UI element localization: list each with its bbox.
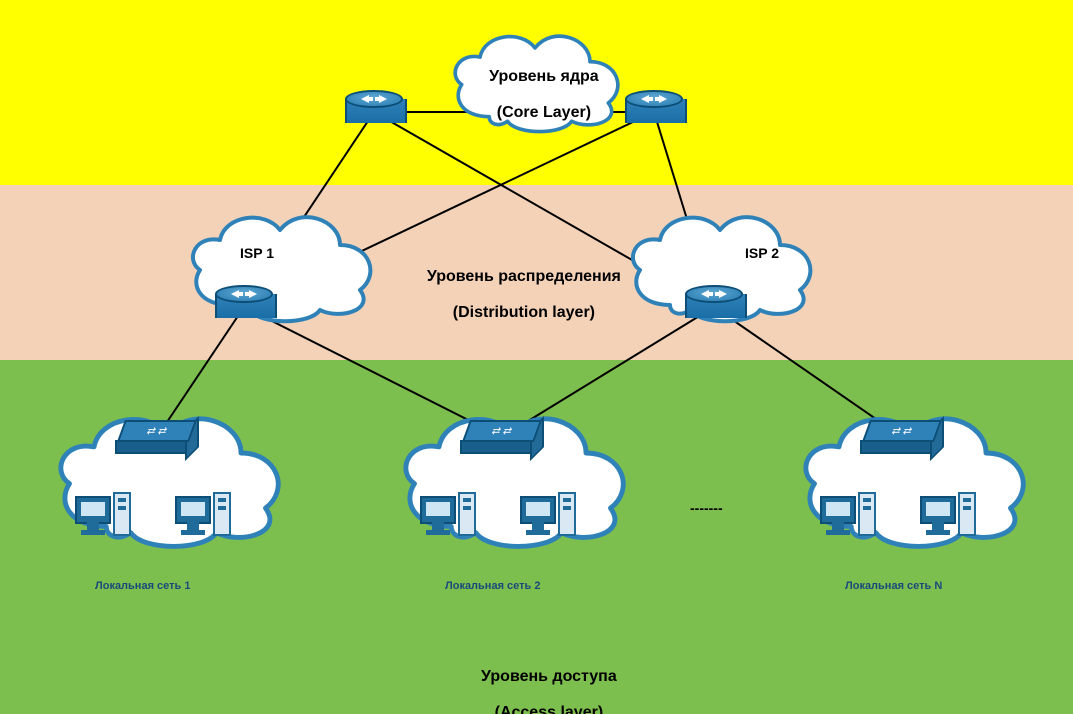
ellipsis-dots: ------- <box>690 500 723 516</box>
lan2-workstation-1 <box>420 490 480 546</box>
switch-arrows-icon: ⇄ ⇄ <box>466 420 538 442</box>
access-layer-title: Уровень доступа (Access layer) <box>400 650 680 714</box>
lan1-workstation-1 <box>75 490 135 546</box>
router-arrows-icon <box>625 90 683 108</box>
diagram-stage: Уровень ядра (Core Layer) ISP 1 ISP 2 Ур… <box>0 0 1073 714</box>
lan2-switch: ⇄ ⇄ <box>460 420 532 454</box>
router-arrows-icon <box>345 90 403 108</box>
isp2-label: ISP 2 <box>745 245 779 261</box>
distribution-router-2 <box>685 285 743 327</box>
distribution-layer-title: Уровень распределения (Distribution laye… <box>370 250 660 340</box>
distribution-router-1 <box>215 285 273 327</box>
lanN-switch: ⇄ ⇄ <box>860 420 932 454</box>
lanN-workstation-1 <box>820 490 880 546</box>
isp1-label: ISP 1 <box>240 245 274 261</box>
core-router-2 <box>625 90 683 132</box>
switch-arrows-icon: ⇄ ⇄ <box>121 420 193 442</box>
switch-arrows-icon: ⇄ ⇄ <box>866 420 938 442</box>
lan2-label: Локальная сеть 2 <box>445 580 540 592</box>
lan1-label: Локальная сеть 1 <box>95 580 190 592</box>
core-router-1 <box>345 90 403 132</box>
lan1-switch: ⇄ ⇄ <box>115 420 187 454</box>
router-arrows-icon <box>685 285 743 303</box>
lan1-workstation-2 <box>175 490 235 546</box>
lanN-label: Локальная сеть N <box>845 580 942 592</box>
isp1-cloud <box>180 205 380 325</box>
router-arrows-icon <box>215 285 273 303</box>
lanN-workstation-2 <box>920 490 980 546</box>
lan2-workstation-2 <box>520 490 580 546</box>
